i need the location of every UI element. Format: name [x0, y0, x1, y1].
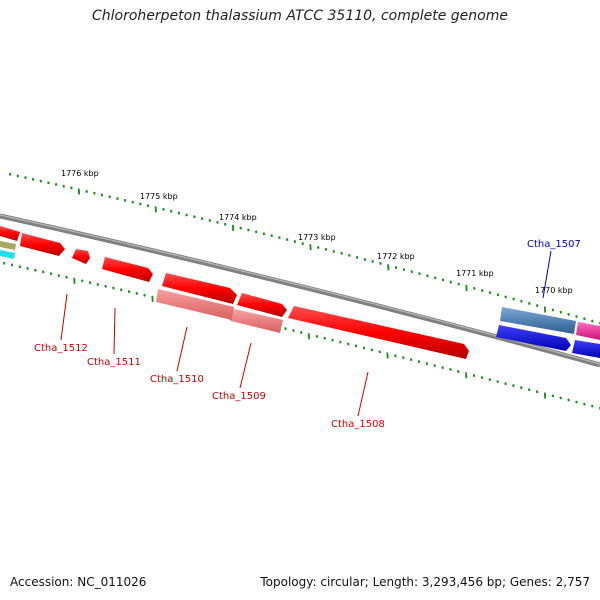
gene-label-ctha-1509[interactable]: Ctha_1509 — [212, 391, 266, 402]
gene-ctha-1508[interactable] — [288, 306, 469, 359]
gene-feature-magenta[interactable] — [576, 322, 600, 340]
genome-backbone-highlight — [0, 214, 600, 365]
label-leaders — [60, 250, 552, 417]
gene-ctha-1512[interactable] — [20, 233, 65, 256]
genome-backbone — [0, 213, 600, 368]
gene-ctha-1509[interactable] — [237, 293, 287, 317]
gene-feature-left-olive — [0, 241, 16, 250]
tick-label-1776: 1776 kbp — [61, 169, 99, 178]
gene-small-red[interactable] — [72, 249, 90, 264]
gene-label-ctha-1508[interactable]: Ctha_1508 — [331, 419, 385, 430]
tick-labels: 1776 kbp 1775 kbp 1774 kbp 1773 kbp 1772… — [61, 169, 573, 295]
gene-feature-left-cyan — [0, 250, 15, 259]
tick-label-1774: 1774 kbp — [219, 213, 257, 222]
tick-label-1771: 1771 kbp — [456, 269, 494, 278]
gene-label-ctha-1510[interactable]: Ctha_1510 — [150, 374, 204, 385]
genome-summary-text: Topology: circular; Length: 3,293,456 bp… — [260, 575, 590, 589]
gene-feature-pink-1[interactable] — [156, 289, 234, 320]
gene-feature-blue-1[interactable] — [496, 325, 571, 351]
gene-ctha-1507[interactable] — [500, 307, 576, 334]
tick-label-1770: 1770 kbp — [535, 286, 573, 295]
gene-feature-blue-2[interactable] — [572, 340, 600, 358]
gene-ctha-1511[interactable] — [102, 257, 153, 282]
outer-tick-track — [9, 172, 600, 325]
tick-label-1775: 1775 kbp — [140, 192, 178, 201]
genome-title: Chloroherpeton thalassium ATCC 35110, co… — [92, 8, 508, 24]
gene-label-ctha-1507[interactable]: Ctha_1507 — [527, 239, 581, 250]
gene-label-ctha-1512[interactable]: Ctha_1512 — [34, 343, 88, 354]
tick-label-1772: 1772 kbp — [377, 252, 415, 261]
gene-feature-left-red — [0, 226, 20, 241]
gene-label-ctha-1511[interactable]: Ctha_1511 — [87, 357, 141, 368]
gene-ctha-1510[interactable] — [162, 273, 237, 304]
gene-feature-pink-2[interactable] — [231, 309, 283, 333]
tick-label-1773: 1773 kbp — [298, 233, 336, 242]
accession-text: Accession: NC_011026 — [10, 575, 147, 589]
